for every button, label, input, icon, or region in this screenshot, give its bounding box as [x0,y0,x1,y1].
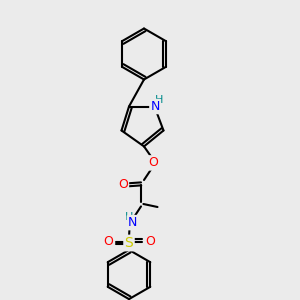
Text: S: S [124,236,134,250]
Text: N: N [128,216,137,229]
Text: H: H [125,212,133,222]
Text: H: H [155,95,163,105]
Text: O: O [145,235,155,248]
Text: N: N [150,100,160,113]
Text: O: O [103,235,113,248]
Text: O: O [118,178,128,191]
Text: O: O [148,156,158,170]
